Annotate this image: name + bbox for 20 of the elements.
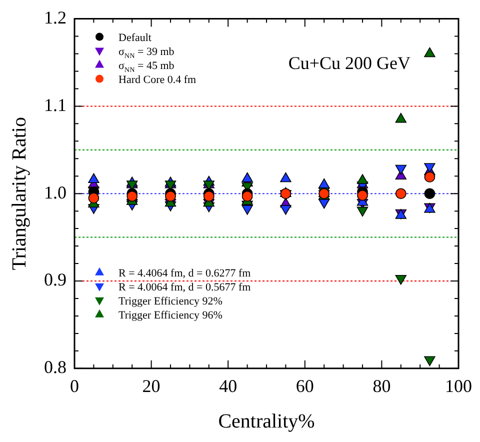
legend-label: R = 4.0064 fm, d = 0.5677 fm [118, 281, 252, 294]
x-tick-label: 40 [219, 376, 238, 396]
y-tick-label: 0.8 [44, 357, 66, 378]
x-tick-label: 80 [372, 376, 391, 396]
x-axis-title: Centrality% [218, 410, 315, 432]
annotation: Cu+Cu 200 GeV [288, 52, 410, 73]
x-tick-label: 100 [445, 376, 472, 396]
y-axis-title: Triangularity Ratio [8, 117, 30, 270]
legend-label: Hard Core 0.4 fm [118, 74, 197, 86]
legend-label: Trigger Efficiency 92% [118, 295, 222, 308]
x-tick-label: 60 [296, 376, 314, 396]
legend-label: Default [118, 32, 152, 44]
x-tick-label: 20 [142, 376, 160, 396]
y-tick-label: 1.2 [44, 8, 66, 28]
x-tick-label: 0 [70, 376, 79, 396]
legend-label: R = 4.4064 fm, d = 0.6277 fm [118, 267, 252, 280]
y-tick-label: 1.0 [44, 182, 66, 202]
y-tick-label: 1.1 [44, 94, 66, 115]
legend-label: Trigger Efficiency 96% [118, 309, 222, 322]
y-tick-label: 0.9 [44, 270, 66, 290]
